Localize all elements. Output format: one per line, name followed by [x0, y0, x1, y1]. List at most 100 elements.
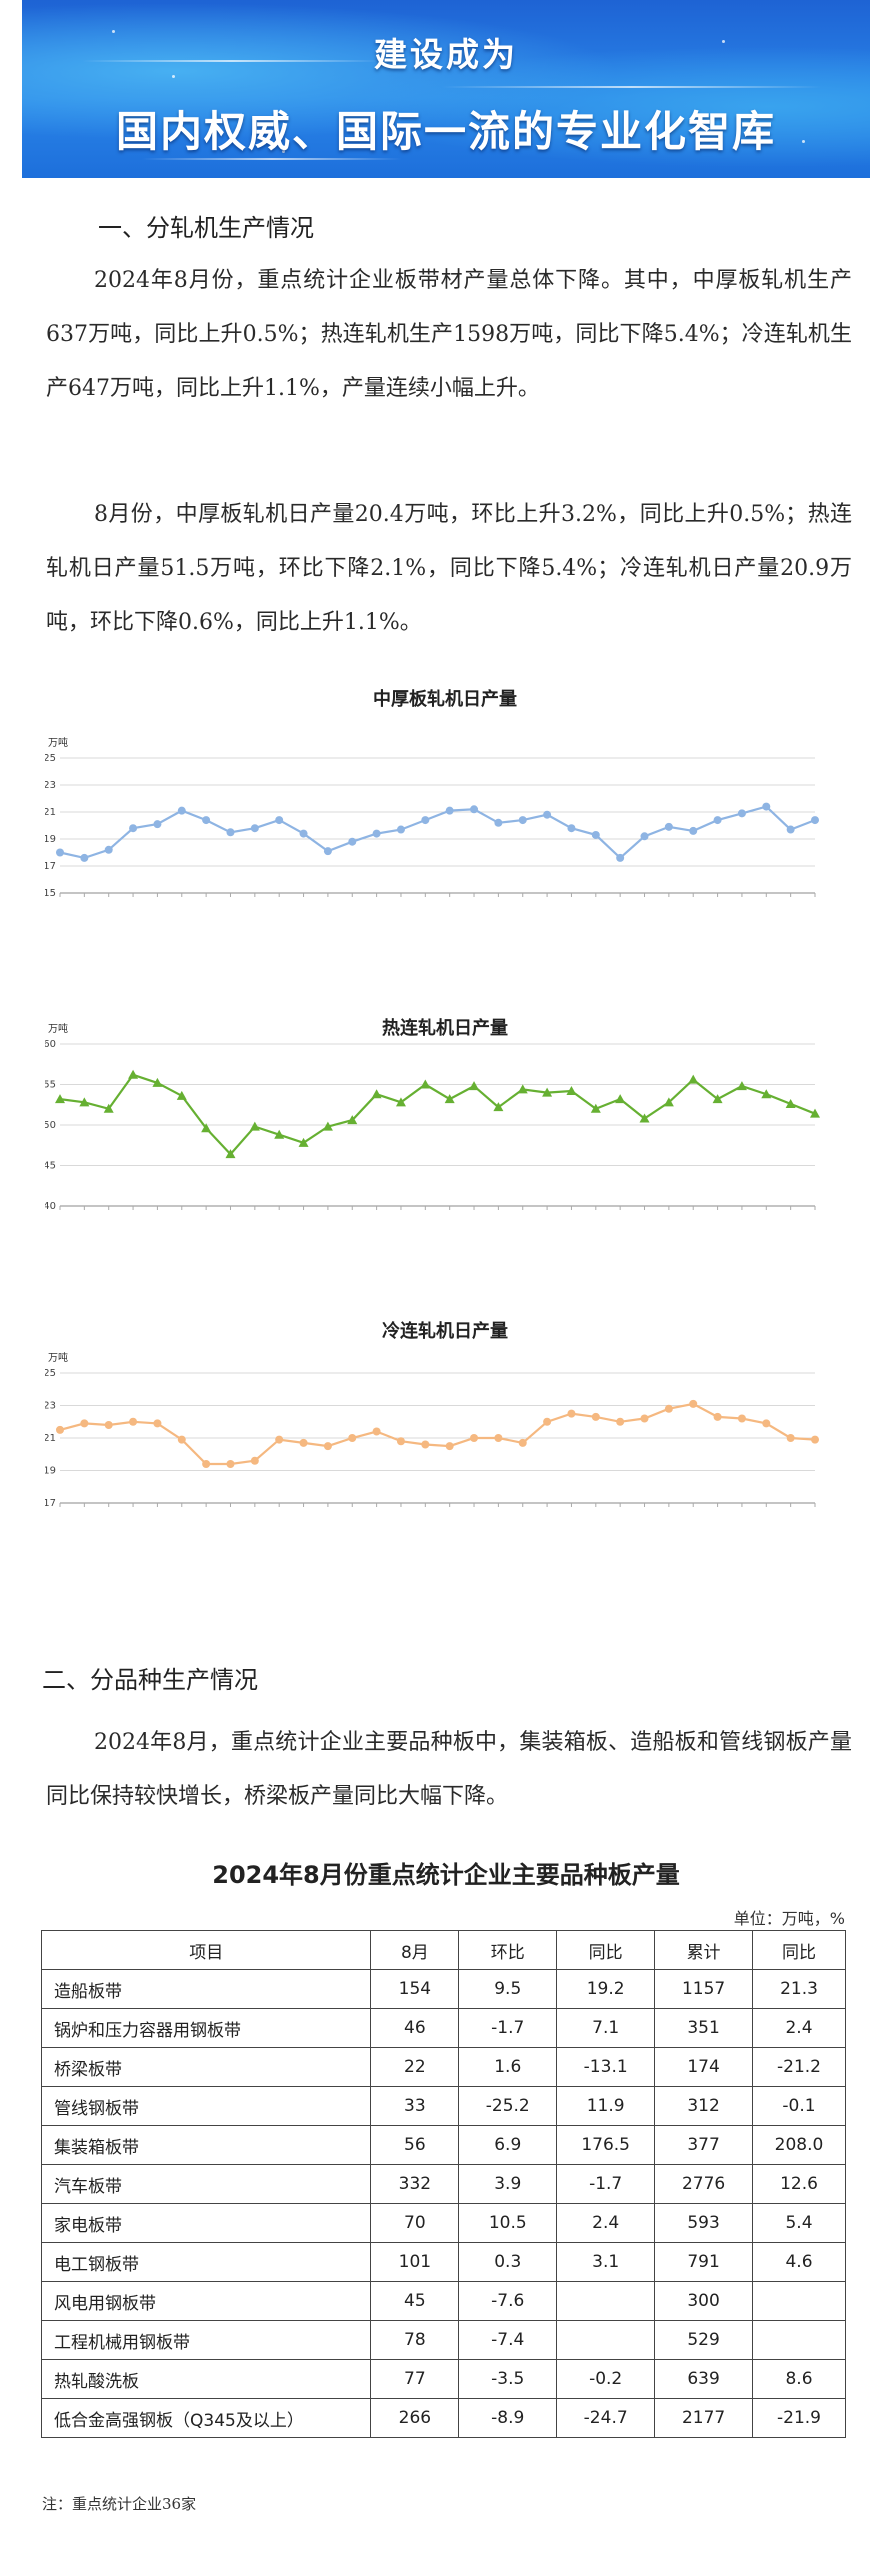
- cumulative-yoy-cell: 12.6: [752, 2164, 846, 2204]
- data-point: [396, 1437, 405, 1446]
- data-point: [517, 1084, 528, 1094]
- data-point: [640, 832, 649, 841]
- table-unit: 单位：万吨，%: [733, 1909, 845, 1928]
- mom-cell: -7.6: [458, 2281, 558, 2321]
- data-point: [371, 1089, 382, 1099]
- table-footnote: 注：重点统计企业36家: [42, 2495, 197, 2513]
- data-point: [275, 1435, 284, 1444]
- chart-title: 热连轧机日产量: [382, 1017, 508, 1039]
- product-output-table: 项目 8月 环比 同比 累计 同比 造船板带 154 9.5 19.2 1157 21.3…: [40, 1930, 846, 2438]
- yoy-cell: 3.1: [556, 2242, 656, 2282]
- y-axis-unit: 万吨: [48, 1351, 68, 1364]
- data-point: [713, 816, 722, 825]
- cumulative-yoy-cell: 8.6: [752, 2359, 846, 2399]
- col-header-month: 8月: [370, 1930, 460, 1970]
- y-tick-label: 50: [45, 1120, 56, 1131]
- yoy-cell: 19.2: [556, 1969, 656, 2009]
- y-tick-label: 60: [45, 1039, 56, 1050]
- data-point: [444, 1094, 455, 1104]
- col-header-cumulative-yoy: 同比: [752, 1930, 846, 1970]
- data-point: [274, 1129, 285, 1139]
- data-point: [470, 1434, 479, 1442]
- y-tick-label: 55: [45, 1080, 56, 1091]
- mom-cell: 6.9: [458, 2125, 558, 2165]
- table-row: 锅炉和压力容器用钢板带 46 -1.7 7.1 351 2.4: [40, 2008, 846, 2048]
- month-cell: 154: [370, 1969, 460, 2009]
- data-point: [664, 1404, 673, 1413]
- data-point: [762, 802, 771, 811]
- data-point: [591, 830, 600, 839]
- month-cell: 22: [370, 2047, 460, 2087]
- data-point: [616, 1417, 625, 1426]
- series-line: [59, 1402, 816, 1466]
- data-point: [103, 1103, 114, 1113]
- yoy-cell: -1.7: [556, 2164, 656, 2204]
- data-point: [762, 1419, 771, 1428]
- table-row: 风电用钢板带 45 -7.6 300: [40, 2281, 846, 2321]
- cumulative-cell: 639: [654, 2359, 754, 2399]
- data-point: [445, 1442, 454, 1451]
- data-point: [786, 1434, 795, 1442]
- col-header-yoy: 同比: [556, 1930, 656, 1970]
- data-point: [616, 853, 625, 862]
- cumulative-yoy-cell: [752, 2320, 846, 2360]
- data-point: [737, 809, 746, 818]
- data-point: [736, 1081, 747, 1091]
- col-header-cumulative: 累计: [654, 1930, 754, 1970]
- data-point: [372, 1427, 381, 1436]
- table-row: 电工钢板带 101 0.3 3.1 791 4.6: [40, 2242, 846, 2282]
- y-tick-label: 21: [45, 1433, 56, 1444]
- cumulative-cell: 791: [654, 2242, 754, 2282]
- data-point: [128, 1069, 139, 1079]
- table-row: 集装箱板带 56 6.9 176.5 377 208.0: [40, 2125, 846, 2165]
- mom-cell: 3.9: [458, 2164, 558, 2204]
- table-row: 桥梁板带 22 1.6 -13.1 174 -21.2: [40, 2047, 846, 2087]
- item-cell: 电工钢板带: [40, 2242, 372, 2282]
- data-point: [421, 1440, 430, 1449]
- yoy-cell: 2.4: [556, 2203, 656, 2243]
- y-axis-unit: 万吨: [48, 1022, 68, 1035]
- mom-cell: 1.6: [458, 2047, 558, 2087]
- banner-sparkle: [802, 140, 805, 143]
- data-point: [201, 1123, 212, 1133]
- section2-paragraph: 2024年8月，重点统计企业主要品种板中，集装箱板、造船板和管线钢板产量同比保持…: [46, 1730, 852, 1809]
- data-point: [298, 1137, 309, 1147]
- y-tick-label: 19: [45, 834, 56, 845]
- data-point: [494, 1434, 503, 1442]
- mom-cell: -25.2: [458, 2086, 558, 2126]
- item-cell: 汽车板带: [40, 2164, 372, 2204]
- data-point: [299, 829, 308, 838]
- banner-title-line2: 国内权威、国际一流的专业化智库: [115, 107, 776, 156]
- data-point: [421, 816, 430, 825]
- data-point: [323, 847, 332, 856]
- data-point: [445, 806, 454, 815]
- y-axis-unit: 万吨: [48, 736, 68, 749]
- yoy-cell: [556, 2281, 656, 2321]
- month-cell: 332: [370, 2164, 460, 2204]
- month-cell: 45: [370, 2281, 460, 2321]
- y-tick-label: 25: [45, 753, 56, 764]
- data-point: [786, 825, 795, 834]
- data-point: [518, 1438, 527, 1447]
- item-cell: 家电板带: [40, 2203, 372, 2243]
- table-row: 低合金高强钢板（Q345及以上） 266 -8.9 -24.7 2177 -21.9: [40, 2398, 846, 2438]
- table-header-row: 项目 8月 环比 同比 累计 同比: [40, 1930, 846, 1970]
- cumulative-cell: 351: [654, 2008, 754, 2048]
- data-point: [177, 806, 186, 815]
- section2-heading: 二、分品种生产情况: [42, 1666, 258, 1694]
- data-point: [712, 1094, 723, 1104]
- data-point: [737, 1414, 746, 1423]
- table-row: 管线钢板带 33 -25.2 11.9 312 -0.1: [40, 2086, 846, 2126]
- banner-light-streak: [82, 60, 382, 62]
- data-point: [811, 1435, 819, 1444]
- data-point: [348, 837, 357, 846]
- data-point: [322, 1121, 333, 1131]
- data-point: [542, 1087, 553, 1097]
- data-point: [469, 1081, 480, 1091]
- table-row: 汽车板带 332 3.9 -1.7 2776 12.6: [40, 2164, 846, 2204]
- col-header-item: 项目: [40, 1930, 372, 1970]
- banner-sparkle: [722, 40, 725, 43]
- yoy-cell: -24.7: [556, 2398, 656, 2438]
- data-point: [810, 1108, 820, 1118]
